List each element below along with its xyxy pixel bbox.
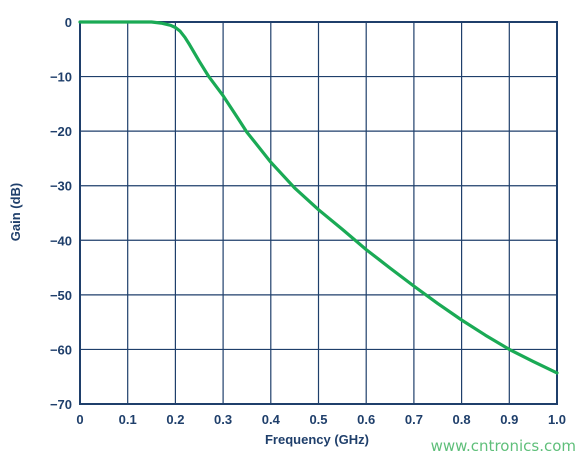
y-tick-label: −20 (50, 124, 72, 139)
x-tick-label: 0.1 (119, 412, 137, 427)
y-tick-label: −50 (50, 288, 72, 303)
y-tick-label: −30 (50, 179, 72, 194)
x-axis-label: Frequency (GHz) (265, 432, 369, 447)
x-tick-label: 0.8 (453, 412, 471, 427)
x-tick-label: 1.0 (548, 412, 566, 427)
plot-frame (79, 21, 558, 405)
series-curves (78, 20, 559, 375)
y-tick-labels: 0 −10 −20 −30 −40 −50 −60 −70 (50, 15, 72, 412)
y-axis-label: Gain (dB) (8, 183, 23, 242)
y-tick-label: −40 (50, 233, 72, 248)
y-tick-label: −10 (50, 70, 72, 85)
x-tick-label: 0.9 (500, 412, 518, 427)
y-tick-label: −60 (50, 342, 72, 357)
x-tick-label: 0.5 (309, 412, 327, 427)
y-tick-label: −70 (50, 397, 72, 412)
x-tick-label: 0.7 (405, 412, 423, 427)
gain-curve (78, 20, 559, 375)
x-tick-label: 0 (76, 412, 83, 427)
x-tick-label: 0.3 (214, 412, 232, 427)
x-tick-label: 0.2 (166, 412, 184, 427)
y-tick-label: 0 (65, 15, 72, 30)
x-tick-label: 0.6 (357, 412, 375, 427)
x-tick-label: 0.4 (262, 412, 281, 427)
grid-lines (79, 21, 558, 405)
watermark-text: www.cntronics.com (430, 437, 576, 455)
x-tick-labels: 0 0.1 0.2 0.3 0.4 0.5 0.6 0.7 0.8 0.9 1.0 (76, 412, 566, 427)
